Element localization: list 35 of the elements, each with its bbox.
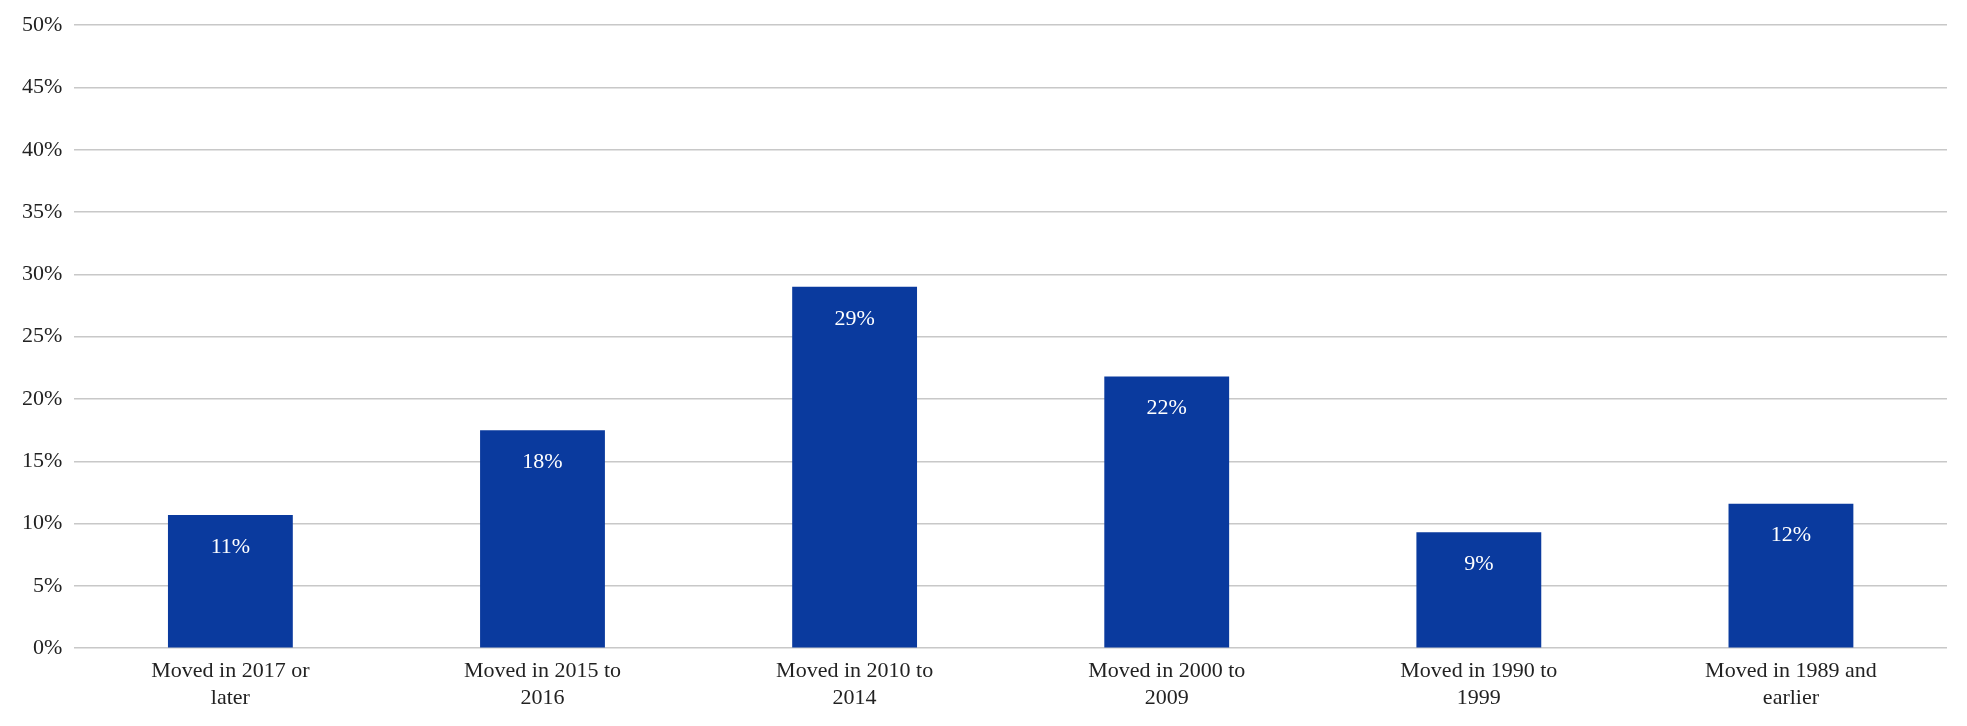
data-label: 22% <box>1146 394 1187 420</box>
category-label: 2016 <box>520 683 565 709</box>
category-label: 1999 <box>1456 683 1501 709</box>
bar <box>1104 376 1230 648</box>
bar <box>1416 532 1542 648</box>
y-tick-label: 5% <box>33 571 63 597</box>
category-label: Moved in 1989 and <box>1705 657 1877 683</box>
data-label: 12% <box>1770 521 1812 547</box>
category-label: 2014 <box>832 683 877 709</box>
data-label: 18% <box>522 447 563 473</box>
bar <box>480 430 605 648</box>
category-label: earlier <box>1762 683 1820 709</box>
bar <box>1728 503 1854 648</box>
y-tick-label: 45% <box>22 73 63 99</box>
y-tick-label: 15% <box>22 447 63 473</box>
category-label: 2009 <box>1144 683 1189 709</box>
y-tick-label: 30% <box>22 260 63 286</box>
data-label: 29% <box>834 304 875 330</box>
y-tick-label: 40% <box>22 135 63 161</box>
data-label: 9% <box>1464 550 1494 576</box>
data-label: 11% <box>210 532 251 558</box>
bar <box>792 286 918 648</box>
y-tick-label: 50% <box>22 10 63 36</box>
y-tick-label: 25% <box>22 322 63 348</box>
bar <box>167 514 293 648</box>
category-label: Moved in 2017 or <box>151 657 310 683</box>
y-tick-label: 20% <box>22 384 63 410</box>
y-tick-label: 10% <box>22 509 63 535</box>
y-tick-label: 35% <box>22 197 63 223</box>
category-label: later <box>210 683 250 709</box>
category-label: Moved in 2015 to <box>463 657 622 683</box>
category-label: Moved in 2000 to <box>1088 657 1246 683</box>
y-tick-label: 0% <box>33 633 63 659</box>
category-label: Moved in 1990 to <box>1400 657 1558 683</box>
category-label: Moved in 2010 to <box>776 657 934 683</box>
